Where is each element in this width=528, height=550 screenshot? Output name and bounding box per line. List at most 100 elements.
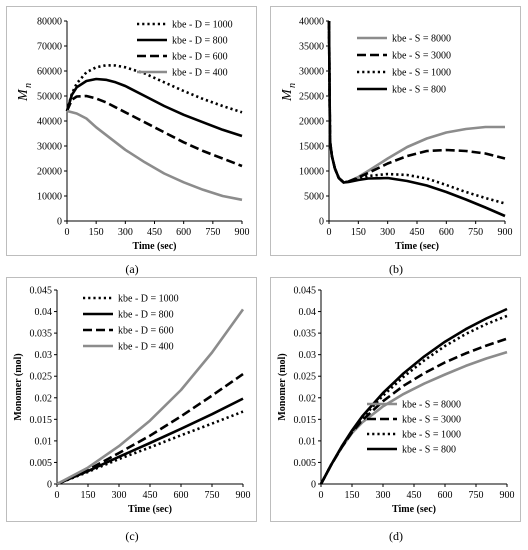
y-tick-label: 40000 (37, 117, 62, 128)
x-tick-label: 0 (65, 227, 70, 238)
x-tick-label: 900 (235, 227, 250, 238)
series-line-4 (327, 20, 506, 218)
legend-label: kbe - S = 3000 (402, 415, 461, 426)
y-axis-label-sub: n (23, 83, 34, 88)
y-tick-label: 0.01 (299, 436, 317, 447)
series-line-2 (327, 20, 506, 184)
x-tick-label: 750 (205, 227, 220, 238)
y-tick-label: 0.04 (35, 307, 53, 318)
legend-label: kbe - S = 8000 (392, 34, 451, 45)
y-axis-label: Mn (280, 83, 298, 102)
series-line-4 (319, 307, 508, 485)
y-tick-label: 0.025 (294, 372, 317, 383)
chart-b-svg: 0 5000 10000 15000 20000 25000 30000 35000 40000… (280, 17, 513, 253)
y-axis-label-main: M (16, 88, 31, 102)
y-tick-label: 0.015 (30, 415, 53, 426)
legend-label: kbe - S = 1000 (392, 68, 451, 79)
x-tick-label: 300 (118, 227, 133, 238)
y-tick-label: 0.005 (294, 458, 317, 469)
x-axis-label: Time (sec) (395, 241, 439, 252)
y-tick-label: 25000 (299, 92, 324, 103)
x-axis-label: Time (sec) (128, 504, 172, 515)
x-axis-label: Time (sec) (392, 504, 436, 515)
chart-panel-d: 0 0.005 0.01 0.015 0.02 0.025 0.03 0.035 0.04 0.0… (270, 277, 521, 522)
y-tick-label: 60000 (37, 67, 62, 78)
series-line-3 (65, 94, 243, 168)
y-axis-label: Monomer (mol) (277, 353, 288, 420)
y-tick-label: 0.045 (30, 286, 53, 297)
y-tick-label: 10000 (299, 167, 324, 178)
legend-label: kbe - D = 800 (118, 310, 174, 321)
y-tick-label: 30000 (299, 67, 324, 78)
y-tick-label: 0 (57, 217, 62, 228)
y-tick-label: 0.015 (294, 415, 317, 426)
y-tick-label: 0.03 (35, 350, 53, 361)
x-tick-label: 150 (351, 227, 366, 238)
y-tick-label: 15000 (299, 142, 324, 153)
x-tick-label: 600 (176, 227, 191, 238)
chart-panel-b: 0 5000 10000 15000 20000 25000 30000 35000 40000… (270, 6, 521, 256)
series-line-4 (66, 109, 243, 202)
y-tick-label: 20000 (299, 117, 324, 128)
series-line-2 (65, 77, 243, 138)
series-line-1 (65, 63, 243, 114)
series-line-3 (327, 20, 506, 205)
x-tick-label: 450 (143, 490, 158, 501)
y-tick-label: 0.03 (299, 350, 317, 361)
y-tick-label: 30000 (37, 142, 62, 153)
x-tick-label: 450 (410, 227, 425, 238)
chart-panel-c: 0 0.005 0.01 0.015 0.02 0.025 0.03 0.035 0.04 0.0… (6, 277, 257, 522)
y-tick-label: 40000 (299, 17, 324, 28)
x-tick-label: 750 (469, 490, 484, 501)
y-axis-label: Monomer (mol) (13, 353, 24, 420)
x-tick-label: 0 (55, 490, 60, 501)
chart-a-svg: 0 10000 20000 30000 40000 50000 60000 70000 8000… (16, 17, 250, 253)
legend-label: kbe - S = 800 (402, 445, 456, 456)
x-tick-label: 0 (319, 490, 324, 501)
legend-label: kbe - S = 800 (392, 85, 446, 96)
legend-label: kbe - D = 1000 (172, 20, 233, 31)
y-tick-label: 0.02 (35, 393, 53, 404)
legend-label: kbe - D = 800 (172, 36, 228, 47)
y-tick-label: 0.025 (30, 372, 53, 383)
y-tick-label: 0.045 (294, 286, 317, 297)
y-axis-label: Mn (16, 83, 34, 102)
caption-b: (b) (389, 262, 403, 276)
series-line-1 (327, 20, 505, 184)
y-tick-label: 10000 (37, 192, 62, 203)
y-tick-label: 0.02 (299, 393, 317, 404)
x-tick-label: 450 (407, 490, 422, 501)
y-tick-label: 0.035 (294, 329, 317, 340)
legend-label: kbe - D = 1000 (118, 294, 179, 305)
x-tick-label: 750 (205, 490, 220, 501)
y-tick-label: 50000 (37, 92, 62, 103)
series-line-4 (56, 308, 245, 486)
y-tick-label: 0.01 (35, 436, 53, 447)
x-tick-label: 750 (468, 227, 483, 238)
chart-panel-a: 0 10000 20000 30000 40000 50000 60000 70000 8000… (6, 6, 257, 256)
x-tick-label: 900 (236, 490, 251, 501)
legend-label: kbe - D = 600 (118, 326, 174, 337)
y-axis-label-sub: n (287, 83, 298, 88)
x-tick-label: 150 (81, 490, 96, 501)
y-tick-label: 80000 (37, 17, 62, 28)
x-tick-label: 600 (438, 490, 453, 501)
x-tick-label: 900 (500, 490, 515, 501)
y-tick-label: 0 (311, 480, 316, 491)
x-tick-label: 150 (89, 227, 104, 238)
legend-label: kbe - D = 400 (118, 342, 174, 353)
y-tick-label: 5000 (304, 192, 324, 203)
legend-label: kbe - S = 8000 (402, 400, 461, 411)
legend-label: kbe - D = 400 (172, 68, 228, 79)
y-tick-label: 0 (319, 217, 324, 228)
x-tick-label: 150 (345, 490, 360, 501)
series-line-2 (319, 337, 508, 485)
x-tick-label: 600 (439, 227, 454, 238)
x-tick-label: 0 (327, 227, 332, 238)
y-tick-label: 20000 (37, 167, 62, 178)
x-tick-label: 900 (498, 227, 513, 238)
legend-label: kbe - S = 3000 (392, 51, 451, 62)
y-tick-label: 0.035 (30, 329, 53, 340)
chart-c-svg: 0 0.005 0.01 0.015 0.02 0.025 0.03 0.035 0.04 0.0… (13, 286, 251, 516)
y-axis-label-main: M (280, 88, 295, 102)
